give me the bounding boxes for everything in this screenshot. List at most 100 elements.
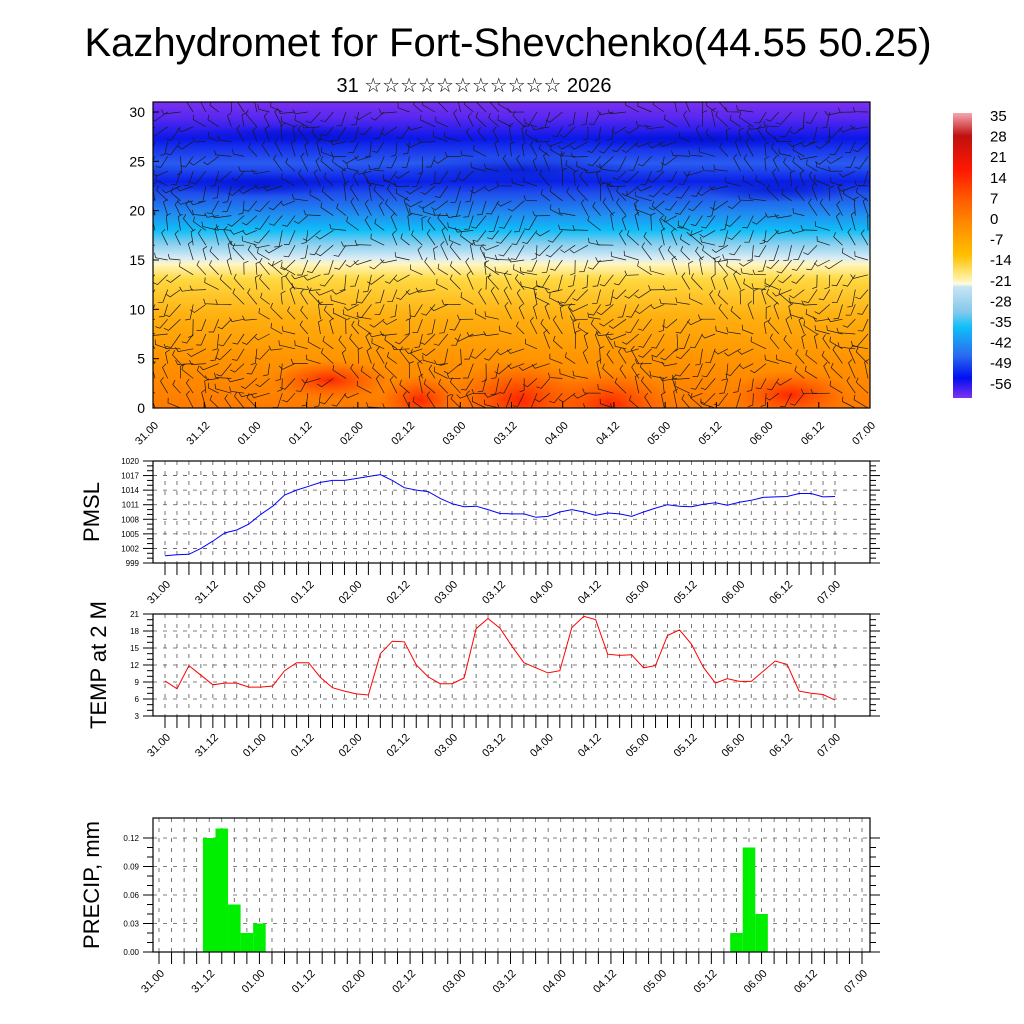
wind-barb [498, 378, 512, 394]
wind-barb [247, 288, 258, 305]
series-line [164, 615, 836, 701]
wind-barb [792, 144, 805, 157]
wind-barb [764, 212, 779, 218]
wind-barb [594, 331, 601, 349]
wind-barb [558, 224, 576, 231]
wind-barb [752, 215, 767, 225]
wind-barb [664, 216, 678, 231]
wind-barb [775, 354, 792, 364]
wind-barb [399, 379, 410, 394]
cold-core [700, 178, 860, 202]
wind-barb [776, 259, 792, 274]
colorbar-label: -7 [990, 232, 1003, 249]
wind-barb [826, 325, 843, 335]
wind-barb [839, 126, 856, 133]
wind-barb [743, 278, 754, 290]
wind-barb [253, 243, 270, 249]
wind-barb [165, 213, 171, 231]
wind-barb [697, 185, 716, 196]
wind-barb [785, 315, 792, 335]
wind-barb [215, 348, 232, 361]
colorbar-label: 7 [990, 190, 998, 207]
wind-barb [232, 348, 245, 361]
wind-barb [243, 200, 258, 212]
wind-barb [700, 378, 716, 391]
wind-barb [723, 275, 729, 290]
cold-core [400, 156, 640, 184]
wind-barb [701, 363, 716, 378]
wind-barb [294, 407, 296, 408]
wind-barb [717, 290, 729, 305]
wind-barb [733, 153, 742, 172]
wind-barb [277, 108, 296, 114]
wind-barb [446, 393, 452, 408]
colorbar-label: 21 [990, 149, 1007, 166]
wind-barb [263, 112, 270, 127]
y-tick-label: 999 [126, 559, 140, 568]
wind-barb [613, 274, 627, 286]
wind-barb [640, 376, 652, 394]
wind-barb [297, 259, 309, 276]
wind-barb [176, 185, 194, 192]
y-tick-label: 12 [130, 661, 139, 670]
wind-barb [725, 177, 741, 187]
wind-barb [815, 141, 831, 150]
wind-barb [450, 171, 461, 182]
wind-barb [494, 140, 500, 157]
wind-barb [216, 363, 232, 377]
wind-barb [614, 377, 627, 394]
wind-barb [713, 392, 729, 406]
wind-barb [242, 315, 257, 321]
y-tick-label: 10 [129, 301, 145, 317]
wind-barb [370, 233, 385, 246]
wind-barb [838, 170, 856, 178]
wind-barb [449, 274, 461, 290]
wind-barb [671, 150, 690, 157]
wind-barb [450, 185, 461, 203]
wind-barb [418, 373, 424, 394]
wind-barb [403, 196, 410, 216]
wind-barb [853, 394, 869, 408]
wind-barb [153, 333, 168, 336]
wind-barb [572, 370, 588, 379]
wind-barb [830, 362, 843, 379]
wind-barb [401, 156, 410, 169]
wind-barb [804, 365, 818, 379]
wind-barb [626, 304, 640, 318]
wind-barb [331, 126, 347, 142]
wind-barb [680, 234, 690, 246]
wind-barb [751, 283, 767, 290]
wind-barb [451, 333, 461, 346]
wind-barb [511, 177, 525, 187]
wind-barb [410, 264, 423, 276]
grid [153, 614, 870, 716]
wind-barb [351, 320, 359, 335]
wind-barb [691, 273, 703, 290]
wind-barb [380, 258, 397, 264]
wind-barb [661, 318, 678, 329]
x-tick-label: 01.00 [241, 579, 269, 607]
wind-barb [165, 289, 181, 298]
wind-barb [303, 209, 321, 216]
wind-barb [434, 359, 448, 365]
wind-barb [766, 259, 780, 270]
wind-barb [366, 177, 385, 187]
wind-barb [484, 260, 499, 276]
wind-barb [209, 102, 219, 113]
wind-barb [858, 171, 869, 187]
wind-barb [602, 363, 614, 379]
wind-barb [803, 407, 805, 408]
wind-barb [211, 213, 232, 219]
wind-barb [231, 102, 232, 112]
wind-barb [268, 200, 283, 211]
wind-barb [681, 394, 691, 408]
wind-barb [599, 346, 605, 364]
wind-barb [651, 201, 665, 216]
wind-barb [339, 274, 347, 292]
cold-core [180, 125, 420, 145]
wind-barb [232, 333, 245, 345]
wind-barb [404, 348, 423, 355]
wind-barb [441, 299, 461, 305]
wind-barb [775, 229, 792, 234]
wind-barb [453, 109, 461, 127]
